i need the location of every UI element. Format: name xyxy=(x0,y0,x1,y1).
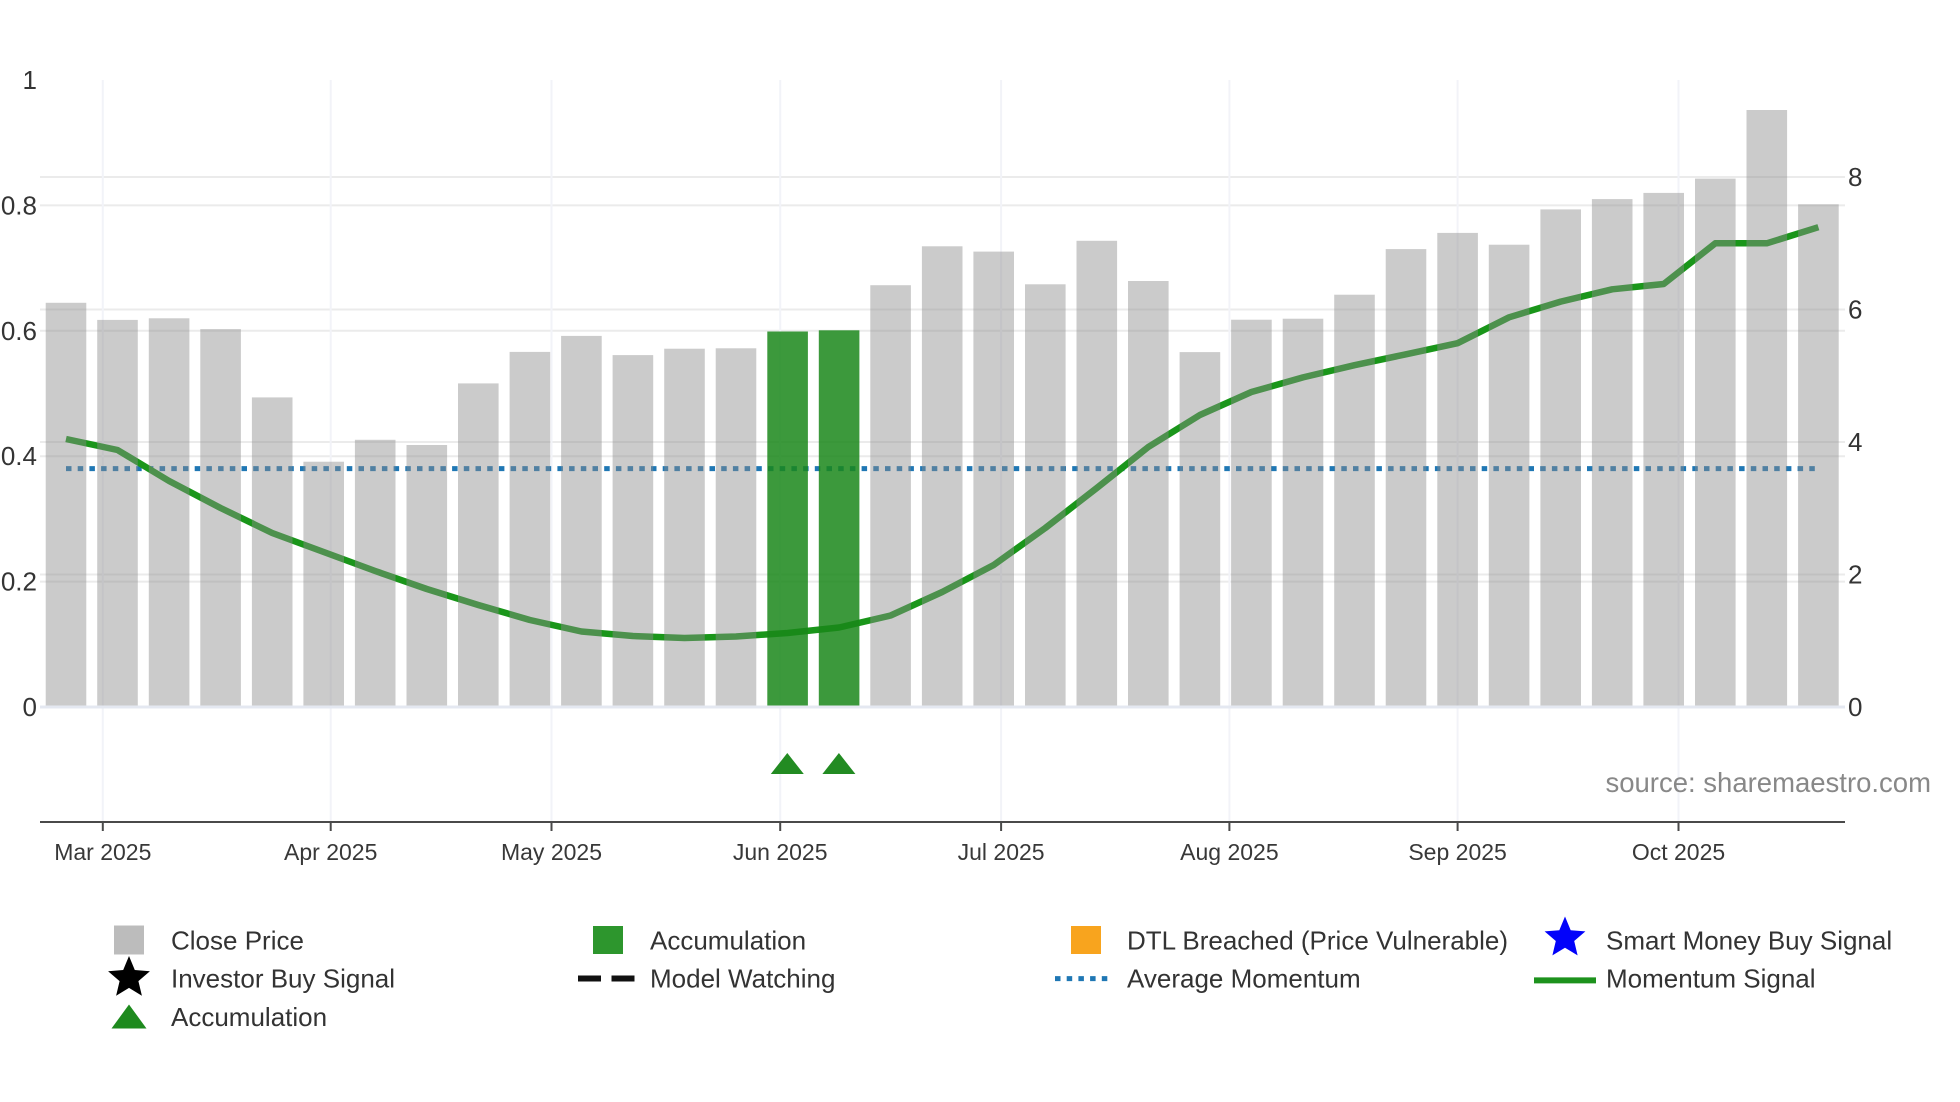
svg-text:source: sharemaestro.com: source: sharemaestro.com xyxy=(1605,767,1931,798)
svg-text:Momentum Signal: Momentum Signal xyxy=(1606,964,1816,994)
svg-text:8: 8 xyxy=(1848,162,1862,192)
svg-text:Sep 2025: Sep 2025 xyxy=(1408,839,1506,865)
svg-text:Investor Buy Signal: Investor Buy Signal xyxy=(171,964,395,994)
svg-text:1: 1 xyxy=(23,65,37,95)
svg-text:0.6: 0.6 xyxy=(1,316,37,346)
svg-text:Jun 2025: Jun 2025 xyxy=(733,839,828,865)
svg-text:May 2025: May 2025 xyxy=(501,839,602,865)
svg-text:0: 0 xyxy=(1848,692,1862,722)
svg-text:Oct 2025: Oct 2025 xyxy=(1632,839,1725,865)
svg-text:Jul 2025: Jul 2025 xyxy=(958,839,1045,865)
svg-text:Mar 2025: Mar 2025 xyxy=(54,839,151,865)
svg-text:Smart Money Buy Signal: Smart Money Buy Signal xyxy=(1606,926,1892,956)
svg-text:0.8: 0.8 xyxy=(1,190,37,220)
svg-text:4: 4 xyxy=(1848,427,1862,457)
svg-text:0.2: 0.2 xyxy=(1,567,37,597)
svg-text:Accumulation: Accumulation xyxy=(171,1002,327,1032)
svg-text:Model Watching: Model Watching xyxy=(650,964,835,994)
svg-text:2: 2 xyxy=(1848,560,1862,590)
svg-text:Average Momentum: Average Momentum xyxy=(1127,964,1361,994)
svg-text:DTL Breached (Price Vulnerable: DTL Breached (Price Vulnerable) xyxy=(1127,926,1508,956)
svg-text:Apr 2025: Apr 2025 xyxy=(284,839,377,865)
svg-text:Close Price: Close Price xyxy=(171,926,304,956)
svg-text:0.4: 0.4 xyxy=(1,441,37,471)
svg-text:Accumulation: Accumulation xyxy=(650,926,806,956)
svg-text:0: 0 xyxy=(23,692,37,722)
svg-text:Aug 2025: Aug 2025 xyxy=(1180,839,1278,865)
svg-text:6: 6 xyxy=(1848,295,1862,325)
